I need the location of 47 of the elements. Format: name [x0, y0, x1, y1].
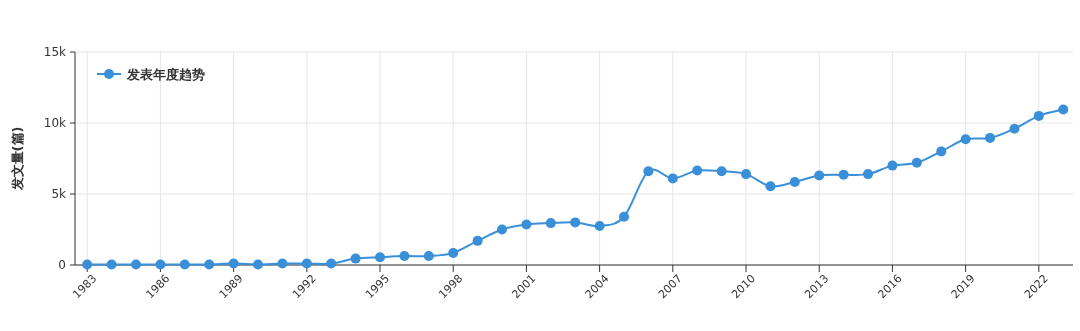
point — [741, 169, 752, 180]
point — [643, 166, 654, 177]
point — [936, 146, 947, 157]
point — [253, 259, 264, 270]
point — [667, 173, 678, 184]
point — [789, 176, 800, 187]
point — [985, 132, 996, 143]
legend-label: 发表年度趋势 — [126, 67, 205, 82]
point — [350, 253, 361, 264]
point — [155, 259, 166, 270]
y-tick-label: 10k — [43, 116, 67, 130]
point — [911, 157, 922, 168]
point — [375, 252, 386, 263]
point — [863, 169, 874, 180]
y-tick-label: 0 — [58, 258, 66, 272]
point — [521, 219, 532, 230]
point — [1033, 110, 1044, 121]
point — [814, 170, 825, 181]
point — [1058, 104, 1069, 115]
point — [497, 224, 508, 235]
point — [619, 211, 630, 222]
point — [399, 251, 410, 262]
point — [204, 259, 215, 270]
point — [448, 247, 459, 258]
point — [838, 169, 849, 180]
y-tick-label: 15k — [43, 45, 67, 59]
point — [301, 258, 312, 269]
point — [716, 166, 727, 177]
point — [106, 259, 117, 270]
point — [228, 258, 239, 269]
point — [423, 251, 434, 262]
point — [472, 235, 483, 246]
point — [570, 217, 581, 228]
point — [277, 258, 288, 269]
point — [765, 181, 776, 192]
point — [692, 165, 703, 176]
point — [887, 160, 898, 171]
point — [179, 259, 190, 270]
point — [594, 220, 605, 231]
point — [82, 259, 93, 270]
point — [326, 258, 337, 269]
point — [1009, 123, 1020, 134]
y-tick-label: 5k — [51, 187, 67, 201]
point — [545, 218, 556, 229]
y-axis-title: 发文量(篇) — [10, 126, 25, 192]
point — [131, 259, 141, 270]
point — [960, 134, 971, 145]
